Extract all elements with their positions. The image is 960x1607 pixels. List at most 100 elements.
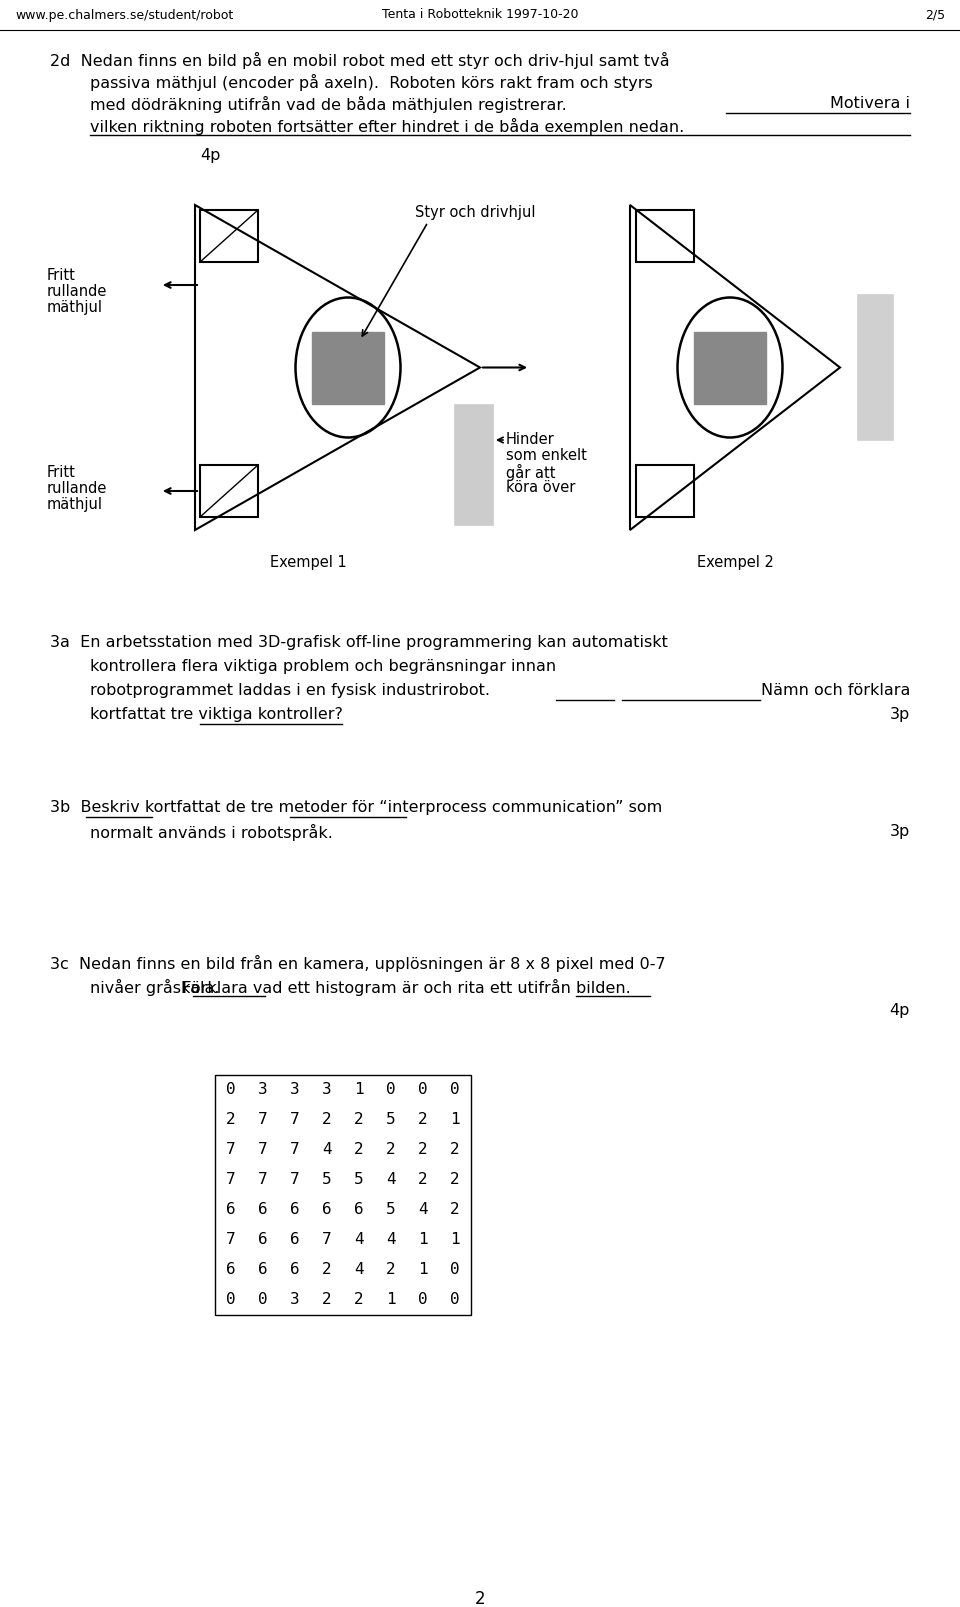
Text: 5: 5 <box>386 1202 396 1218</box>
Text: 2: 2 <box>323 1112 332 1128</box>
Text: 3: 3 <box>258 1083 268 1098</box>
Text: 0: 0 <box>258 1292 268 1308</box>
Text: går att: går att <box>506 464 556 480</box>
Text: 0: 0 <box>227 1083 236 1098</box>
Text: 1: 1 <box>419 1263 428 1278</box>
Text: Hinder: Hinder <box>506 432 555 447</box>
Text: 5: 5 <box>386 1112 396 1128</box>
Text: 1: 1 <box>354 1083 364 1098</box>
Text: mäthjul: mäthjul <box>47 301 103 315</box>
Text: 2: 2 <box>419 1112 428 1128</box>
Text: 3p: 3p <box>890 824 910 839</box>
Text: 0: 0 <box>419 1083 428 1098</box>
Text: 2: 2 <box>227 1112 236 1128</box>
Bar <box>636 464 694 517</box>
Text: Fritt: Fritt <box>47 464 76 480</box>
Text: kortfattat tre viktiga kontroller?: kortfattat tre viktiga kontroller? <box>90 707 343 722</box>
Text: 3: 3 <box>290 1292 300 1308</box>
Text: 2: 2 <box>386 1143 396 1157</box>
Text: 2d  Nedan finns en bild på en mobil robot med ett styr och driv-hjul samt två: 2d Nedan finns en bild på en mobil robot… <box>50 51 670 69</box>
Bar <box>200 211 258 262</box>
Text: 5: 5 <box>323 1173 332 1188</box>
Text: 4: 4 <box>419 1202 428 1218</box>
Text: 6: 6 <box>258 1233 268 1247</box>
Text: 7: 7 <box>290 1143 300 1157</box>
Text: Förklara vad ett histogram är och rita ett utifrån bilden.: Förklara vad ett histogram är och rita e… <box>90 979 631 996</box>
Text: 4: 4 <box>386 1233 396 1247</box>
Text: 4: 4 <box>354 1233 364 1247</box>
Text: Tenta i Robotteknik 1997-10-20: Tenta i Robotteknik 1997-10-20 <box>382 8 578 21</box>
Text: 7: 7 <box>290 1173 300 1188</box>
Text: med dödräkning utifrån vad de båda mäthjulen registrerar.: med dödräkning utifrån vad de båda mäthj… <box>90 96 566 112</box>
Text: 4p: 4p <box>200 148 221 162</box>
Text: 0: 0 <box>450 1083 460 1098</box>
Text: 6: 6 <box>290 1233 300 1247</box>
Text: vilken riktning roboten fortsätter efter hindret i de båda exemplen nedan.: vilken riktning roboten fortsätter efter… <box>90 117 684 135</box>
Text: 3p: 3p <box>890 707 910 722</box>
Text: passiva mäthjul (encoder på axeln).  Roboten körs rakt fram och styrs: passiva mäthjul (encoder på axeln). Robo… <box>90 74 653 92</box>
Bar <box>694 331 766 403</box>
Text: Fritt: Fritt <box>47 268 76 283</box>
Text: 1: 1 <box>450 1233 460 1247</box>
Text: 2: 2 <box>354 1143 364 1157</box>
Text: normalt används i robotspråk.: normalt används i robotspråk. <box>90 824 333 840</box>
Text: 7: 7 <box>258 1173 268 1188</box>
Text: 1: 1 <box>450 1112 460 1128</box>
Text: köra över: köra över <box>506 480 575 495</box>
Text: rullande: rullande <box>47 480 108 497</box>
Text: Styr och drivhjul: Styr och drivhjul <box>415 206 536 220</box>
Text: 6: 6 <box>290 1263 300 1278</box>
Text: 7: 7 <box>290 1112 300 1128</box>
Text: 0: 0 <box>450 1263 460 1278</box>
Text: 4: 4 <box>354 1263 364 1278</box>
Text: 2: 2 <box>450 1173 460 1188</box>
Text: 2: 2 <box>450 1143 460 1157</box>
Text: 6: 6 <box>258 1202 268 1218</box>
Bar <box>312 331 384 403</box>
Text: 6: 6 <box>290 1202 300 1218</box>
Text: 2: 2 <box>323 1292 332 1308</box>
Text: 7: 7 <box>227 1233 236 1247</box>
Text: 3: 3 <box>323 1083 332 1098</box>
Text: 0: 0 <box>450 1292 460 1308</box>
Text: 7: 7 <box>227 1173 236 1188</box>
Text: Exempel 1: Exempel 1 <box>270 554 347 570</box>
Text: 4: 4 <box>386 1173 396 1188</box>
Text: rullande: rullande <box>47 284 108 299</box>
Text: 0: 0 <box>419 1292 428 1308</box>
Bar <box>215 1075 471 1315</box>
Bar <box>455 405 493 525</box>
Text: 2: 2 <box>474 1589 486 1607</box>
Text: mäthjul: mäthjul <box>47 497 103 513</box>
Text: 7: 7 <box>258 1143 268 1157</box>
Bar <box>200 464 258 517</box>
Text: 2: 2 <box>450 1202 460 1218</box>
Text: 2: 2 <box>354 1112 364 1128</box>
Bar <box>636 211 694 262</box>
Text: 3: 3 <box>290 1083 300 1098</box>
Text: 7: 7 <box>258 1112 268 1128</box>
Text: 1: 1 <box>419 1233 428 1247</box>
Text: 2: 2 <box>323 1263 332 1278</box>
Text: 2: 2 <box>386 1263 396 1278</box>
Bar <box>858 296 893 440</box>
Text: kontrollera flera viktiga problem och begränsningar innan: kontrollera flera viktiga problem och be… <box>90 659 556 673</box>
Text: Motivera i: Motivera i <box>830 96 910 111</box>
Text: 6: 6 <box>323 1202 332 1218</box>
Text: www.pe.chalmers.se/student/robot: www.pe.chalmers.se/student/robot <box>15 8 233 21</box>
Text: 7: 7 <box>227 1143 236 1157</box>
Text: Nämn och förklara: Nämn och förklara <box>760 683 910 697</box>
Text: 6: 6 <box>227 1263 236 1278</box>
Text: 2: 2 <box>419 1143 428 1157</box>
Text: robotprogrammet laddas i en fysisk industrirobot.: robotprogrammet laddas i en fysisk indus… <box>90 683 490 697</box>
Text: 6: 6 <box>258 1263 268 1278</box>
Text: Exempel 2: Exempel 2 <box>697 554 774 570</box>
Text: 2: 2 <box>419 1173 428 1188</box>
Text: 3c  Nedan finns en bild från en kamera, upplösningen är 8 x 8 pixel med 0-7: 3c Nedan finns en bild från en kamera, u… <box>50 955 665 972</box>
Text: 0: 0 <box>386 1083 396 1098</box>
Text: 3b  Beskriv kortfattat de tre metoder för “interprocess communication” som: 3b Beskriv kortfattat de tre metoder för… <box>50 800 662 815</box>
Text: 6: 6 <box>227 1202 236 1218</box>
Text: som enkelt: som enkelt <box>506 448 587 463</box>
Text: nivåer gråskala.: nivåer gråskala. <box>90 979 220 996</box>
Text: 7: 7 <box>323 1233 332 1247</box>
